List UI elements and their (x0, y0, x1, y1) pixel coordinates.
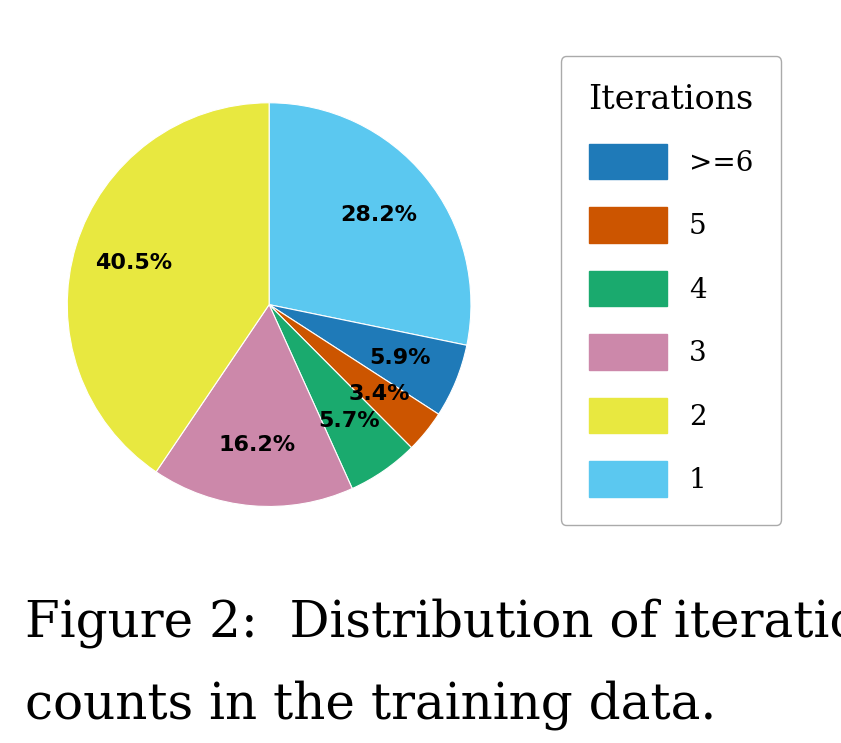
Text: 5.9%: 5.9% (369, 348, 431, 368)
Text: 5.7%: 5.7% (319, 411, 380, 431)
Text: 40.5%: 40.5% (96, 253, 172, 273)
Text: counts in the training data.: counts in the training data. (25, 680, 717, 730)
Wedge shape (67, 103, 269, 472)
Wedge shape (156, 305, 352, 507)
Wedge shape (269, 305, 411, 489)
Text: 16.2%: 16.2% (219, 435, 296, 455)
Text: Figure 2:  Distribution of iteration: Figure 2: Distribution of iteration (25, 598, 841, 648)
Text: 28.2%: 28.2% (340, 205, 417, 225)
Legend: >=6, 5, 4, 3, 2, 1: >=6, 5, 4, 3, 2, 1 (561, 56, 781, 525)
Text: 3.4%: 3.4% (348, 383, 410, 403)
Wedge shape (269, 305, 439, 448)
Wedge shape (269, 305, 467, 414)
Wedge shape (269, 103, 471, 345)
